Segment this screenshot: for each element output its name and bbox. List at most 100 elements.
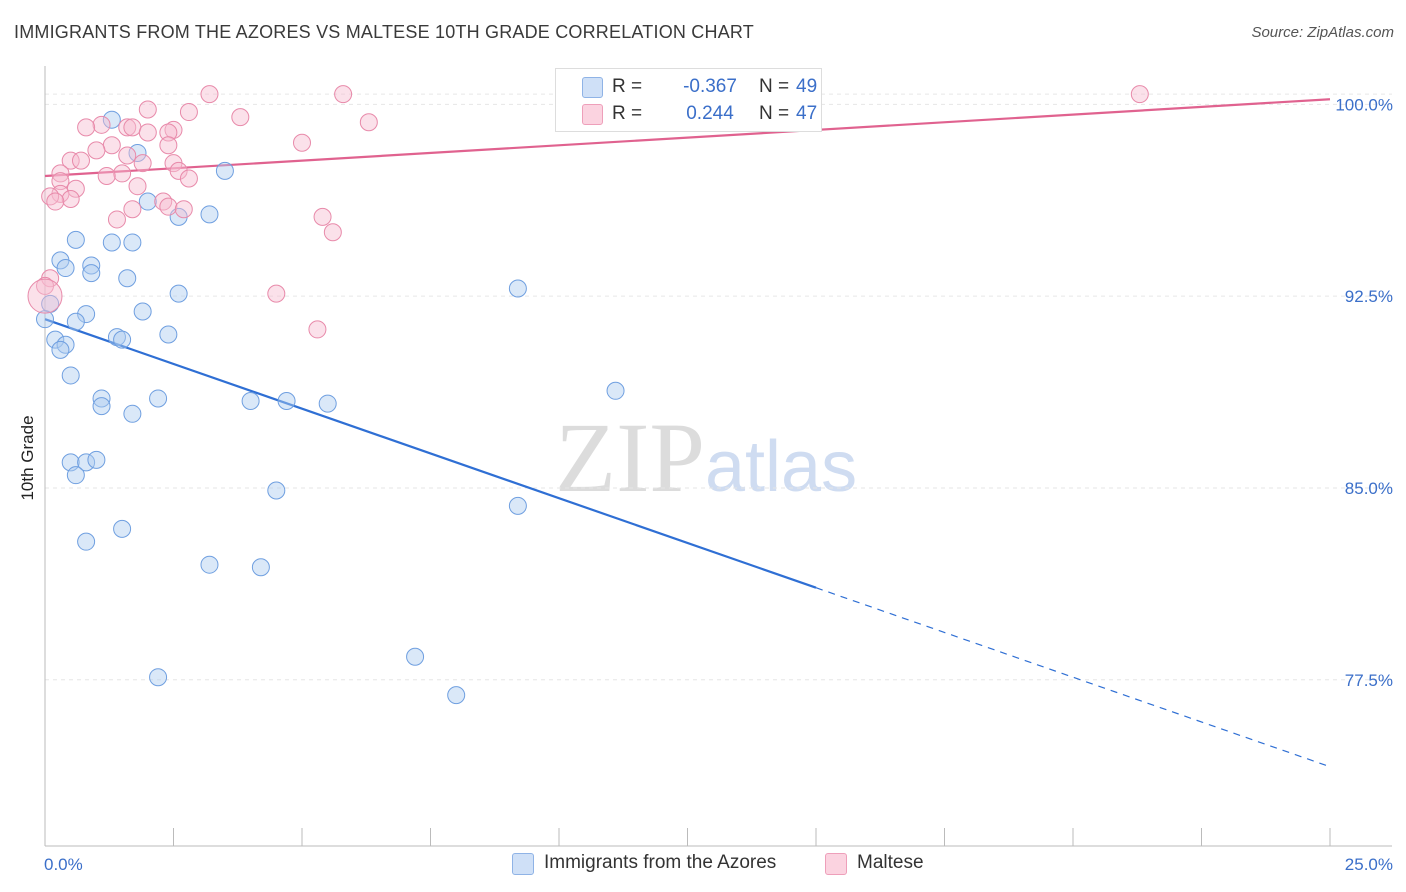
point-maltese <box>313 207 332 226</box>
point-maltese <box>174 200 193 219</box>
point-maltese <box>41 187 60 206</box>
point-maltese <box>323 223 342 242</box>
legend-label-maltese: Maltese <box>857 852 924 873</box>
point-azores <box>128 143 147 162</box>
point-azores <box>606 381 625 400</box>
point-maltese <box>51 172 70 191</box>
point-maltese <box>92 115 111 134</box>
point-maltese <box>293 133 311 152</box>
y-tick-label: 92.5% <box>1345 287 1393 306</box>
point-azores <box>267 481 286 500</box>
point-azores <box>102 233 121 252</box>
point-azores <box>113 330 132 349</box>
point-azores <box>149 668 168 687</box>
point-azores <box>241 392 260 411</box>
point-maltese <box>123 200 142 219</box>
legend-r-value: 0.244 <box>686 103 734 124</box>
point-maltese <box>102 136 121 155</box>
trend-line-azores <box>44 318 817 589</box>
point-azores <box>66 466 85 485</box>
point-azores <box>133 302 152 321</box>
point-azores <box>251 558 270 577</box>
axes <box>44 66 1392 847</box>
point-azores <box>82 256 101 275</box>
point-azores <box>406 647 425 666</box>
point-maltese <box>118 118 137 137</box>
legend-r-label: R = <box>612 103 643 124</box>
point-azores <box>123 233 142 252</box>
point-azores <box>56 259 75 278</box>
legend-swatch-azores <box>582 77 603 98</box>
trend-lines <box>44 98 1331 768</box>
chart-title: IMMIGRANTS FROM THE AZORES VS MALTESE 10… <box>14 22 754 42</box>
point-maltese <box>128 177 147 196</box>
point-azores <box>149 389 168 408</box>
point-azores <box>56 335 75 354</box>
point-azores <box>169 284 188 303</box>
point-azores <box>200 205 219 224</box>
point-maltese <box>77 118 96 137</box>
point-maltese <box>154 192 173 211</box>
y-tick-label: 85.0% <box>1345 479 1393 498</box>
point-maltese <box>1130 85 1149 104</box>
data-points <box>27 85 1149 705</box>
point-maltese <box>107 210 126 229</box>
point-azores <box>82 264 101 283</box>
point-maltese <box>113 164 132 183</box>
point-azores <box>87 450 106 469</box>
legend-swatch-maltese <box>582 104 603 125</box>
point-maltese <box>169 161 188 180</box>
point-azores <box>102 110 121 129</box>
y-axis-label: 10th Grade <box>18 415 37 500</box>
legend-label-azores: Immigrants from the Azores <box>544 852 777 873</box>
point-azores <box>508 496 527 515</box>
legend-n-value: 47 <box>796 103 818 124</box>
point-azores <box>277 392 296 411</box>
point-azores <box>318 394 337 413</box>
point-maltese <box>46 192 65 211</box>
legend-r-label: R = <box>612 76 643 97</box>
point-maltese <box>61 151 80 170</box>
point-azores <box>77 532 96 551</box>
point-maltese <box>179 169 198 188</box>
point-azores <box>61 366 80 385</box>
point-azores <box>77 453 96 472</box>
point-maltese <box>159 197 178 216</box>
legend-n-value: 49 <box>796 76 818 97</box>
point-azores <box>46 330 65 349</box>
point-maltese <box>179 103 198 122</box>
point-maltese <box>138 123 157 142</box>
y-tick-label: 77.5% <box>1345 671 1393 690</box>
point-maltese <box>138 100 157 119</box>
point-maltese <box>123 118 142 137</box>
point-maltese <box>61 189 80 208</box>
point-maltese <box>27 278 63 314</box>
point-maltese <box>159 136 178 155</box>
point-azores <box>113 519 132 538</box>
point-maltese <box>71 151 90 170</box>
point-maltese <box>231 108 250 127</box>
legend-r-value: -0.367 <box>683 76 737 97</box>
point-maltese <box>36 276 54 295</box>
point-maltese <box>97 166 116 185</box>
legend-n-label: N = <box>759 103 790 124</box>
legend-n-label: N = <box>759 76 790 97</box>
x-tick-label: 0.0% <box>44 855 83 874</box>
point-maltese <box>267 284 286 303</box>
correlation-legend: R = -0.367 N = 49 R = 0.244 N = 47 <box>555 68 822 132</box>
x-tick-label: 25.0% <box>1345 855 1393 874</box>
point-azores <box>77 305 96 324</box>
source-label: Source: ZipAtlas.com <box>1251 24 1394 41</box>
point-maltese <box>359 113 378 132</box>
legend-swatch-maltese <box>825 853 847 875</box>
point-azores <box>118 269 137 288</box>
trend-line-azores-projection <box>815 587 1331 768</box>
point-maltese <box>334 85 353 104</box>
watermark-zip: ZIP <box>555 402 705 513</box>
point-maltese <box>51 164 70 183</box>
point-azores <box>92 389 111 408</box>
point-maltese <box>159 123 178 142</box>
point-maltese <box>87 141 106 160</box>
point-azores <box>138 192 157 211</box>
